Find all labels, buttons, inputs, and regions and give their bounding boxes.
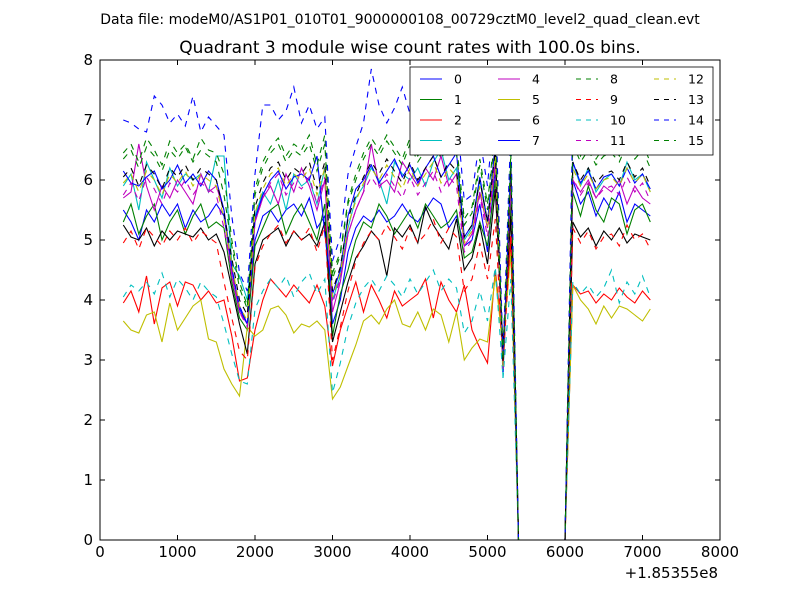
y-tick-label: 4 (83, 291, 93, 309)
legend-label-2: 2 (454, 113, 462, 128)
legend-label-10: 10 (610, 113, 626, 128)
legend-label-3: 3 (454, 133, 462, 148)
legend-label-4: 4 (532, 72, 540, 87)
legend-label-0: 0 (454, 72, 462, 87)
chart-title: Quadrant 3 module wise count rates with … (179, 38, 640, 58)
series-line-10 (122, 266, 651, 541)
x-tick-label: 0 (95, 543, 105, 561)
suptitle: Data file: modeM0/AS1P01_010T01_90000001… (100, 12, 700, 28)
legend-label-12: 12 (688, 72, 704, 87)
x-tick-label: 2000 (236, 543, 274, 561)
legend-label-9: 9 (610, 92, 618, 107)
y-tick-label: 5 (83, 231, 93, 249)
legend-label-13: 13 (688, 92, 704, 107)
legend-label-14: 14 (688, 113, 704, 128)
x-tick-label: 7000 (623, 543, 661, 561)
legend-box (409, 66, 714, 156)
y-tick-label: 1 (83, 471, 93, 489)
x-tick-label: 5000 (468, 543, 506, 561)
x-offset-label: +1.85355e8 (625, 564, 718, 582)
series-line-15 (122, 131, 651, 541)
y-tick-label: 3 (83, 351, 93, 369)
series-line-13 (122, 149, 651, 541)
legend-label-7: 7 (532, 133, 540, 148)
x-axis: 0 1000 2000 3000 4000 5000 6000 7000 8000 (95, 60, 739, 561)
series-line-11 (122, 164, 651, 541)
legend-label-1: 1 (454, 92, 462, 107)
x-tick-label: 3000 (313, 543, 351, 561)
legend-label-11: 11 (610, 133, 626, 148)
legend-label-6: 6 (532, 113, 540, 128)
x-tick-label: 4000 (391, 543, 429, 561)
y-tick-label: 8 (83, 51, 93, 69)
legend-label-8: 8 (610, 72, 618, 87)
plot-series-layer (122, 68, 651, 541)
x-tick-label: 8000 (701, 543, 739, 561)
y-tick-label: 0 (83, 531, 93, 549)
series-line-12 (122, 155, 651, 541)
x-tick-label: 1000 (158, 543, 196, 561)
y-tick-label: 2 (83, 411, 93, 429)
legend-label-5: 5 (532, 92, 540, 107)
x-tick-label: 6000 (546, 543, 584, 561)
y-tick-label: 6 (83, 171, 93, 189)
y-tick-label: 7 (83, 111, 93, 129)
legend-label-15: 15 (688, 133, 704, 148)
